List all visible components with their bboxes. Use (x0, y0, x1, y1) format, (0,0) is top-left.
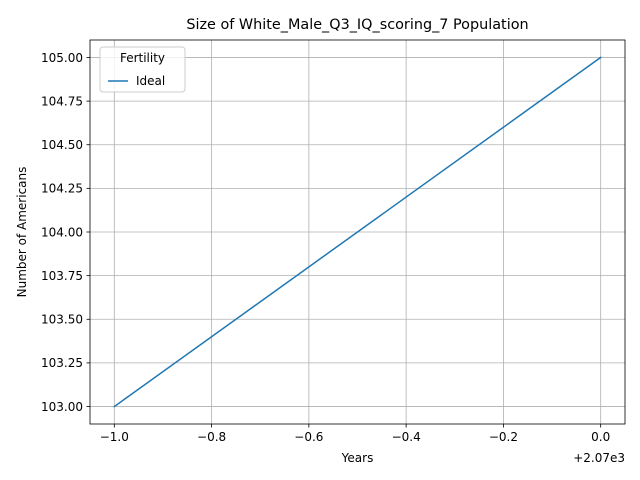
x-tick-label: −0.2 (489, 430, 518, 444)
y-tick-label: 104.00 (41, 225, 83, 239)
y-tick-label: 103.25 (41, 356, 83, 370)
legend-title: Fertility (120, 51, 165, 65)
y-tick-label: 103.75 (41, 269, 83, 283)
x-tick-label: 0.0 (591, 430, 610, 444)
y-tick-label: 103.00 (41, 400, 83, 414)
series-layer (113, 56, 602, 408)
x-tick-label: −0.6 (294, 430, 323, 444)
legend-label-ideal: Ideal (136, 74, 165, 88)
x-tick-label: −0.4 (392, 430, 421, 444)
y-tick-label: 104.25 (41, 182, 83, 196)
x-axis-offset-label: +2.07e3 (573, 451, 625, 465)
series-line-ideal (113, 56, 602, 408)
x-axis-label: Years (341, 451, 374, 465)
y-axis-label: Number of Americans (15, 167, 29, 298)
y-tick-label: 104.75 (41, 94, 83, 108)
x-tick-label: −0.8 (197, 430, 226, 444)
legend: Fertility Ideal (99, 46, 186, 93)
ticks: −1.0 −0.8 −0.6 −0.4 −0.2 0.0 103.00 103.25 103.5… (41, 51, 610, 444)
y-tick-label: 105.00 (41, 51, 83, 65)
y-tick-label: 104.50 (41, 138, 83, 152)
grid (90, 40, 625, 424)
chart-title: Size of White_Male_Q3_IQ_scoring_7 Popul… (186, 17, 528, 33)
y-tick-label: 103.50 (41, 313, 83, 327)
x-tick-label: −1.0 (100, 430, 129, 444)
